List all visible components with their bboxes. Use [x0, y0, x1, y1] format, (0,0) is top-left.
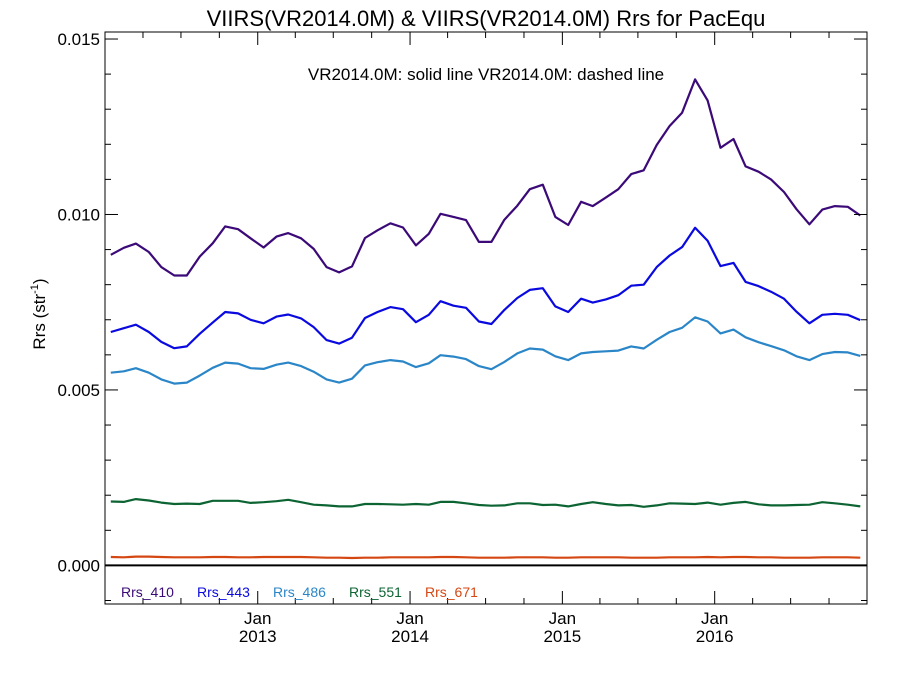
- y-axis-label-suffix: ): [30, 278, 49, 284]
- legend-entry-rrs-410: Rrs_410: [121, 584, 174, 600]
- y-tick-label: 0.015: [57, 30, 100, 49]
- y-axis-title: Rrs (str-1): [29, 278, 49, 349]
- svg-text:Rrs (str-1): Rrs (str-1): [29, 278, 49, 349]
- legend: Rrs_410 Rrs_443 Rrs_486 Rrs_551 Rrs_671: [121, 584, 478, 600]
- legend-entry-rrs-486: Rrs_486: [273, 584, 326, 600]
- series-line-rrs-671: [110, 555, 861, 560]
- x-tick-year: 2016: [696, 627, 734, 646]
- x-tick-month: Jan: [549, 609, 576, 628]
- legend-entry-rrs-551: Rrs_551: [349, 584, 402, 600]
- x-tick-year: 2013: [239, 627, 277, 646]
- x-tick-month: Jan: [244, 609, 271, 628]
- y-tick-label: 0.010: [57, 205, 100, 224]
- series-line-rrs-486: [110, 316, 861, 385]
- x-tick-month: Jan: [396, 609, 423, 628]
- y-axis-label-text: Rrs (str: [30, 294, 49, 350]
- chart-title: VIIRS(VR2014.0M) & VIIRS(VR2014.0M) Rrs …: [207, 6, 766, 31]
- line-style-note: VR2014.0M: solid line VR2014.0M: dashed …: [308, 65, 664, 84]
- y-tick-label: 0.000: [57, 556, 100, 575]
- y-axis-label-exponent: -1: [29, 284, 41, 294]
- x-tick-year: 2014: [391, 627, 429, 646]
- x-tick-month: Jan: [701, 609, 728, 628]
- y-tick-label: 0.005: [57, 381, 100, 400]
- plot-frame: [104, 31, 868, 605]
- legend-entry-rrs-671: Rrs_671: [425, 584, 478, 600]
- x-tick-year: 2015: [543, 627, 581, 646]
- series-line-rrs-443: [110, 226, 861, 350]
- legend-entry-rrs-443: Rrs_443: [197, 584, 250, 600]
- series-line-rrs-410: [110, 78, 861, 277]
- series-line-rrs-551: [110, 498, 861, 508]
